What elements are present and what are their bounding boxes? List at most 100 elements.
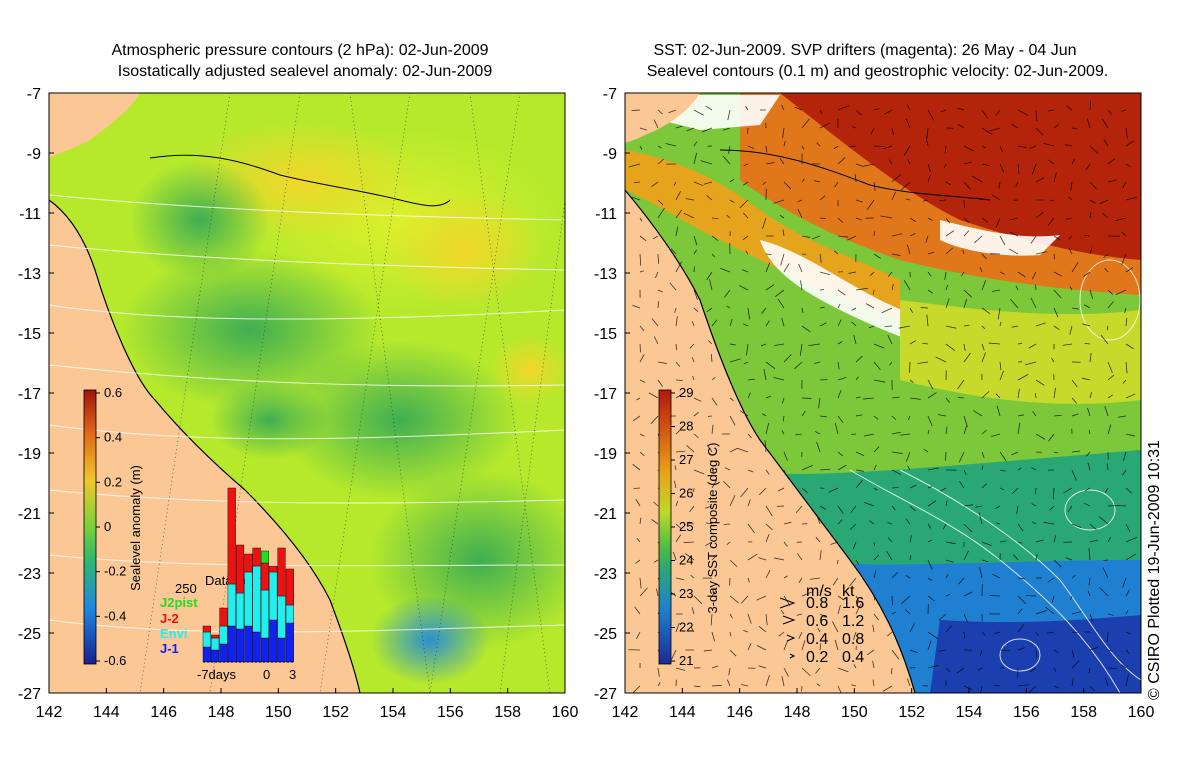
x-tick-label: 142: [36, 704, 63, 721]
data-count-bar-j1: [285, 622, 294, 663]
colorbar-tick-label: -0.2: [104, 564, 126, 579]
x-tick-label: 150: [265, 704, 292, 721]
data-count-bar-j2: [277, 547, 286, 597]
colorbar-tick-label: 21: [679, 653, 693, 668]
y-tick-label: -19: [594, 446, 617, 463]
y-tick-label: -23: [18, 566, 41, 583]
sla-colorbar-label: Sealevel anomaly (m): [128, 465, 143, 591]
velocity-key: m/s kt 0.8 1.6 0.6 1.2 0.4 0.8 0.2 0.4: [779, 583, 864, 666]
x-tick-label: 158: [1070, 704, 1097, 721]
data-count-bar-envi: [219, 625, 228, 645]
data-count-bar-envi: [244, 571, 253, 627]
velocity-key-row-ms: 0.2: [806, 649, 828, 666]
x-tick-label: 158: [494, 704, 521, 721]
colorbar-tick-label: -0.6: [104, 653, 126, 668]
y-tick-label: -13: [18, 266, 41, 283]
png-coastline-right: [719, 149, 991, 201]
colorbar-tick-label: 24: [679, 553, 693, 568]
legend-envi: Envi: [160, 626, 187, 641]
y-tick-label: -15: [18, 326, 41, 343]
colorbar-tick-label: 28: [679, 419, 693, 434]
colorbar-tick-label: 0: [104, 519, 111, 534]
data-count-bar-envi: [202, 631, 211, 648]
left-title-line2: Isostatically adjusted sealevel anomaly:…: [117, 63, 493, 80]
data-count-bar-envi: [252, 565, 261, 633]
data-count-bar-j2: [285, 568, 294, 606]
x-tick-label: 152: [322, 704, 349, 721]
velocity-arrow-0.4: [786, 634, 796, 642]
sla-colorbar-ticks: 0.6 0.4 0.2 0 -0.2 -0.4 -0.6: [96, 385, 126, 668]
x-tick-label: 146: [150, 704, 177, 721]
data-count-bar-envi: [260, 589, 270, 639]
coastline-right: [625, 189, 916, 693]
y-tick-label: -17: [594, 386, 617, 403]
sst-colorbar-label: 3-day SST composite (deg C): [705, 443, 720, 614]
data-count-bar-j1: [211, 649, 220, 663]
right-title-line2: Sealevel contours (0.1 m) and geostrophi…: [646, 63, 1109, 80]
velocity-key-row-kt: 1.6: [842, 595, 864, 612]
x-tick-label: 148: [784, 704, 811, 721]
x-tick-label: 154: [380, 704, 407, 721]
x-tick-label: 144: [93, 704, 120, 721]
x-tick-label: 160: [552, 704, 579, 721]
y-tick-label: -21: [594, 506, 617, 523]
x-tick-label: 148: [208, 704, 235, 721]
data-count-bar-j1: [235, 628, 245, 663]
data-count-bar-j2: [211, 634, 220, 639]
y-tick-label: -25: [594, 626, 617, 643]
data-count-bar-j1: [202, 646, 211, 663]
velocity-key-row-kt: 1.2: [842, 613, 864, 630]
y-tick-label: -19: [18, 446, 41, 463]
data-count-x-left: -7days: [197, 667, 237, 682]
colorbar-tick-label: 26: [679, 486, 693, 501]
data-count-bar-j2: [235, 544, 245, 594]
x-tick-label: 160: [1128, 704, 1155, 721]
data-count-bar-j1: [219, 643, 228, 663]
x-tick-label: 144: [669, 704, 696, 721]
data-count-bar-j2: [252, 547, 261, 567]
left-title-line1: Atmospheric pressure contours (2 hPa): 0…: [111, 42, 489, 59]
data-count-bar-envi: [277, 595, 286, 639]
colorbar-tick-label: 25: [679, 519, 693, 534]
velocity-arrow-0.6: [782, 615, 796, 625]
data-count-bars: [202, 487, 294, 663]
plot-credit: © CSIRO Plotted 19-Jun-2009 10:31: [1146, 440, 1163, 700]
x-tick-label: 156: [1013, 704, 1040, 721]
sst-colorbar-ticks: 29 28 27 26 25 24 23 22 21: [671, 385, 693, 668]
y-tick-label: -15: [594, 326, 617, 343]
y-tick-label: -17: [18, 386, 41, 403]
x-tick-label: 156: [437, 704, 464, 721]
coastline: [49, 199, 361, 693]
x-tick-label: 150: [841, 704, 868, 721]
sla-colorbar: [83, 389, 97, 665]
data-count-bar-envi: [285, 604, 294, 624]
legend-j2pist: J2pist: [160, 595, 198, 610]
data-count-bar-j1: [252, 631, 261, 663]
data-count-x-zero: 0: [263, 667, 270, 682]
australia-landmass-right: [625, 190, 915, 693]
data-count-bar-j2: [227, 487, 236, 585]
data-count-bar-envi: [235, 592, 245, 630]
data-count-bar-envi: [211, 637, 220, 651]
velocity-key-row-ms: 0.4: [806, 631, 828, 648]
y-tick-label: -7: [603, 86, 617, 103]
y-tick-label: -25: [18, 626, 41, 643]
colorbar-tick-label: -0.4: [104, 608, 126, 623]
data-count-bar-j1: [244, 625, 253, 663]
x-tick-label: 142: [612, 704, 639, 721]
sla-map: [49, 93, 565, 693]
velocity-arrow-0.8: [779, 597, 796, 609]
sst-map: [625, 93, 1141, 693]
data-count-bar-j1: [227, 625, 236, 663]
data-count-x-right: 3: [289, 667, 296, 682]
y-tick-label: -27: [18, 686, 41, 703]
data-count-bar-j2: [269, 565, 278, 573]
data-count-bar-j2: [202, 625, 211, 633]
colorbar-tick-label: 0.6: [104, 385, 122, 400]
y-tick-label: -27: [594, 686, 617, 703]
x-tick-label: 154: [956, 704, 983, 721]
velocity-key-row-kt: 0.8: [842, 631, 864, 648]
y-tick-label: -9: [603, 146, 617, 163]
colorbar-tick-label: 0.2: [104, 474, 122, 489]
